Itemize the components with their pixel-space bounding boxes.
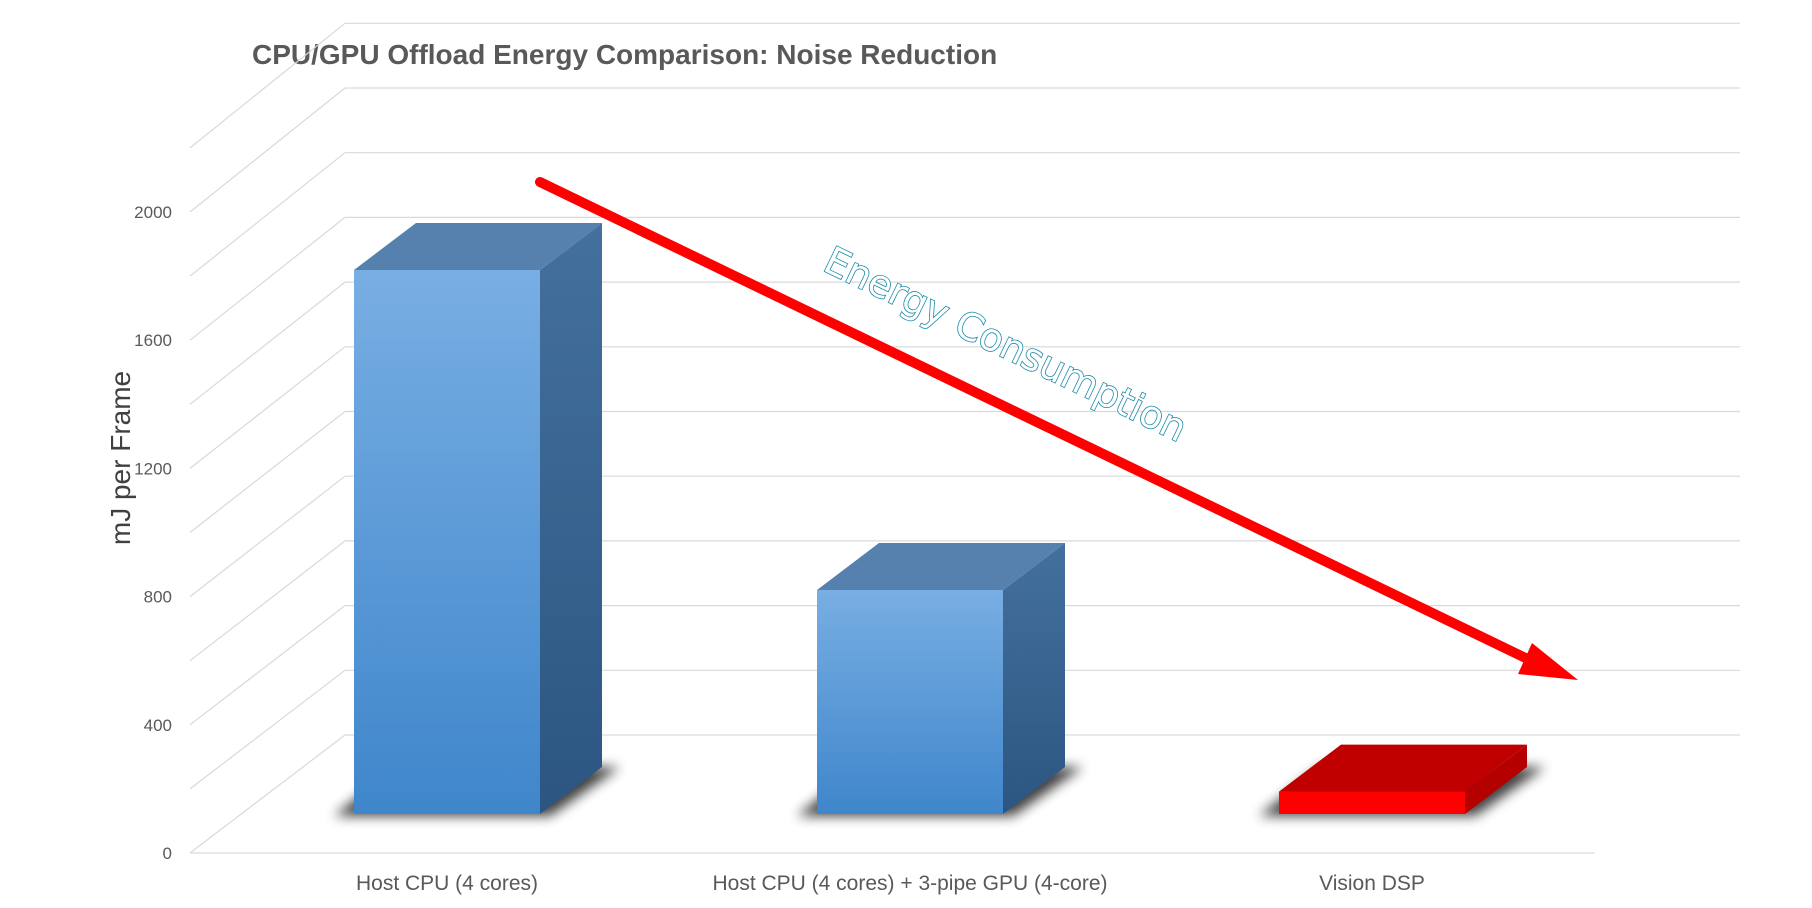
y-tick-label: 1600 — [134, 331, 172, 350]
y-tick-label: 800 — [144, 588, 172, 607]
bar — [797, 543, 1083, 816]
gridline-diagonal — [189, 669, 346, 790]
y-tick-label: 0 — [163, 844, 172, 863]
bar-front — [817, 590, 1003, 814]
gridline-diagonal — [189, 281, 346, 405]
bars — [334, 223, 1545, 816]
chart-title: CPU/GPU Offload Energy Comparison: Noise… — [252, 39, 997, 70]
bar-side — [1003, 543, 1065, 814]
y-tick-label: 400 — [144, 716, 172, 735]
x-axis-categories: Host CPU (4 cores) Host CPU (4 cores) + 3… — [356, 872, 1425, 895]
gridline-diagonal — [189, 734, 346, 854]
y-axis-label: mJ per Frame — [105, 371, 136, 545]
gridline-diagonal — [189, 87, 346, 213]
gridline-diagonal — [189, 411, 346, 533]
bar — [334, 223, 620, 816]
x-category-label: Vision DSP — [1319, 872, 1425, 895]
gridline-diagonal — [189, 216, 346, 341]
arrow-head — [1518, 643, 1578, 680]
x-category-label: Host CPU (4 cores) + 3-pipe GPU (4-core) — [712, 872, 1107, 895]
bar-top — [817, 543, 1065, 590]
x-category-label: Host CPU (4 cores) — [356, 872, 538, 895]
gridline-diagonal — [189, 605, 346, 726]
bar — [1259, 744, 1545, 816]
gridline-diagonal — [189, 475, 346, 598]
bar-top — [1279, 744, 1527, 792]
gridline-diagonal — [189, 540, 346, 662]
y-tick-label: 2000 — [134, 203, 172, 222]
y-axis-ticks: 0 400 800 1200 1600 2000 — [134, 203, 172, 863]
y-tick-label: 1200 — [134, 459, 172, 478]
bar-side — [540, 223, 602, 814]
bar-front — [1279, 791, 1465, 814]
energy-trend-arrow — [535, 177, 1578, 680]
gridline-diagonal — [189, 346, 346, 469]
bar-front — [354, 270, 540, 814]
arrow-shaft — [535, 177, 1545, 670]
gridline-diagonal — [189, 22, 346, 149]
bar-side — [1465, 744, 1527, 814]
bar-top — [354, 223, 602, 270]
gridline-diagonal — [189, 152, 346, 277]
